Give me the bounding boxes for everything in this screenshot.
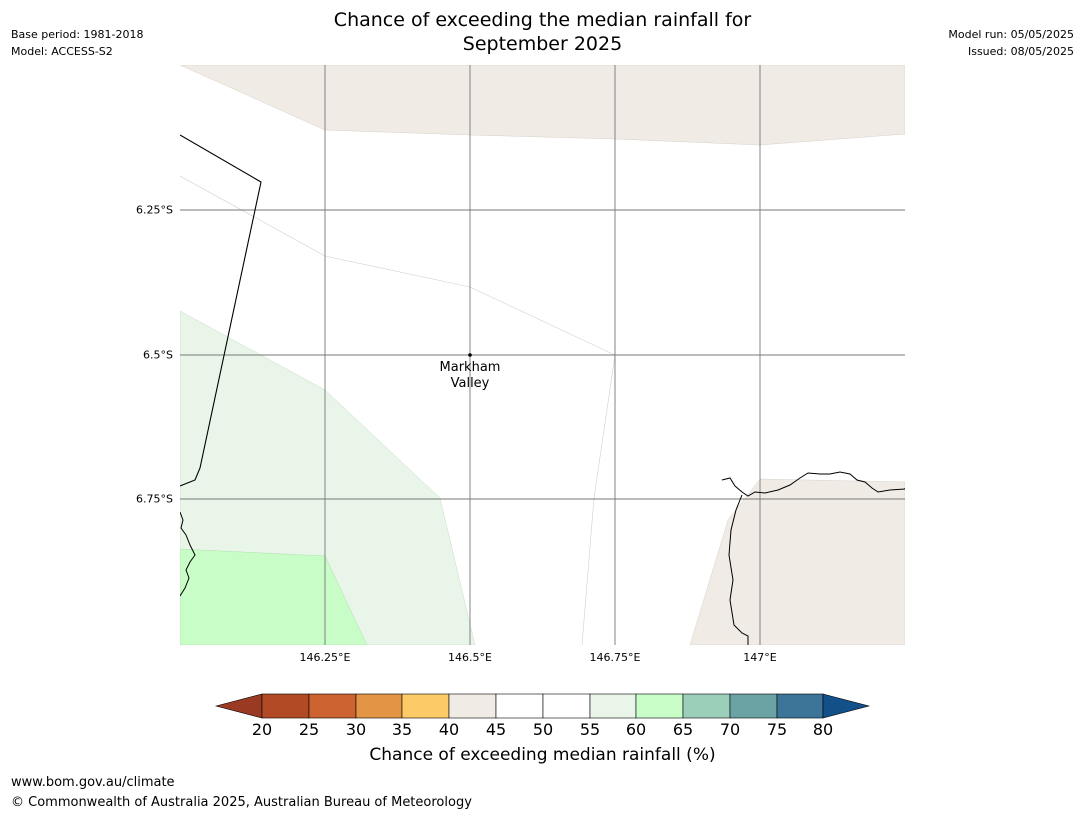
contour-line [180, 175, 616, 645]
page-title: Chance of exceeding the median rainfall … [0, 8, 1085, 56]
issued-text: Issued: 08/05/2025 [967, 45, 1074, 58]
colorbar-bin-40-45 [448, 693, 497, 719]
footer-copyright: © Commonwealth of Australia 2025, Austra… [11, 795, 472, 810]
gridlines [180, 65, 905, 645]
title-line-2: September 2025 [462, 33, 623, 55]
longitude-label: 146.25°E [299, 651, 351, 664]
colorbar-tick: 80 [812, 720, 834, 739]
colorbar-bin-70-75 [729, 693, 778, 719]
colorbar-bin-30-35 [355, 693, 403, 719]
colorbar-tick: 60 [625, 720, 647, 739]
header-right: Model run: 05/05/2025 Issued: 08/05/2025 [948, 26, 1074, 60]
colorbar-extend-low [214, 693, 263, 719]
header-left: Base period: 1981-2018 Model: ACCESS-S2 [11, 26, 143, 60]
latitude-label: 6.75°S [136, 492, 173, 506]
colorbar-tick: 40 [438, 720, 460, 739]
longitude-label: 147°E [743, 651, 777, 664]
coastline-west [180, 511, 196, 597]
footer-url: www.bom.gov.au/climate [11, 775, 175, 790]
colorbar-bin-50-55 [542, 693, 591, 719]
colorbar-tick: 50 [532, 720, 554, 739]
longitude-label: 146.75°E [589, 651, 641, 664]
colorbar-tick: 25 [298, 720, 320, 739]
colorbar-tick: 65 [672, 720, 694, 739]
map-area [180, 65, 905, 645]
colorbar-tick: 70 [719, 720, 741, 739]
colorbar-tick: 45 [485, 720, 507, 739]
model-text: Model: ACCESS-S2 [11, 45, 113, 58]
coastline-east-south [728, 494, 749, 645]
colorbar-label: Chance of exceeding median rainfall (%) [369, 745, 716, 765]
colorbar-tick: 20 [251, 720, 273, 739]
colorbar-tick: 55 [579, 720, 601, 739]
place-label-line-1: Markham [439, 360, 501, 375]
place-label-markham-valley: Markham Valley [440, 360, 501, 392]
colorbar-bin-35-40 [401, 693, 450, 719]
latitude-label: 6.25°S [136, 203, 173, 217]
colorbar-tick: 75 [766, 720, 788, 739]
colorbar [214, 693, 871, 719]
title-line-1: Chance of exceeding the median rainfall … [333, 9, 752, 31]
colorbar-extend-high [822, 693, 871, 719]
base-period-text: Base period: 1981-2018 [11, 28, 144, 41]
colorbar-bin-45-50 [495, 693, 544, 719]
region-40-45-north [180, 65, 905, 146]
colorbar-bin-65-70 [682, 693, 731, 719]
colorbar-bin-55-60 [589, 693, 637, 719]
colorbar-bin-25-30 [308, 693, 357, 719]
region-60-65 [180, 548, 368, 645]
colorbar-bin-75-80 [776, 693, 824, 719]
colorbar-bin-20-25 [261, 693, 310, 719]
colorbar-bin-60-65 [635, 693, 684, 719]
region-40-45-east [689, 478, 905, 645]
colorbar-tick: 35 [391, 720, 413, 739]
place-marker [468, 353, 472, 357]
model-run-text: Model run: 05/05/2025 [948, 28, 1074, 41]
coastline-east [721, 471, 905, 497]
place-label-line-2: Valley [450, 376, 490, 391]
latitude-label: 6.5°S [143, 348, 173, 362]
colorbar-tick: 30 [345, 720, 367, 739]
provincial-boundary [180, 134, 262, 487]
longitude-label: 146.5°E [448, 651, 492, 664]
